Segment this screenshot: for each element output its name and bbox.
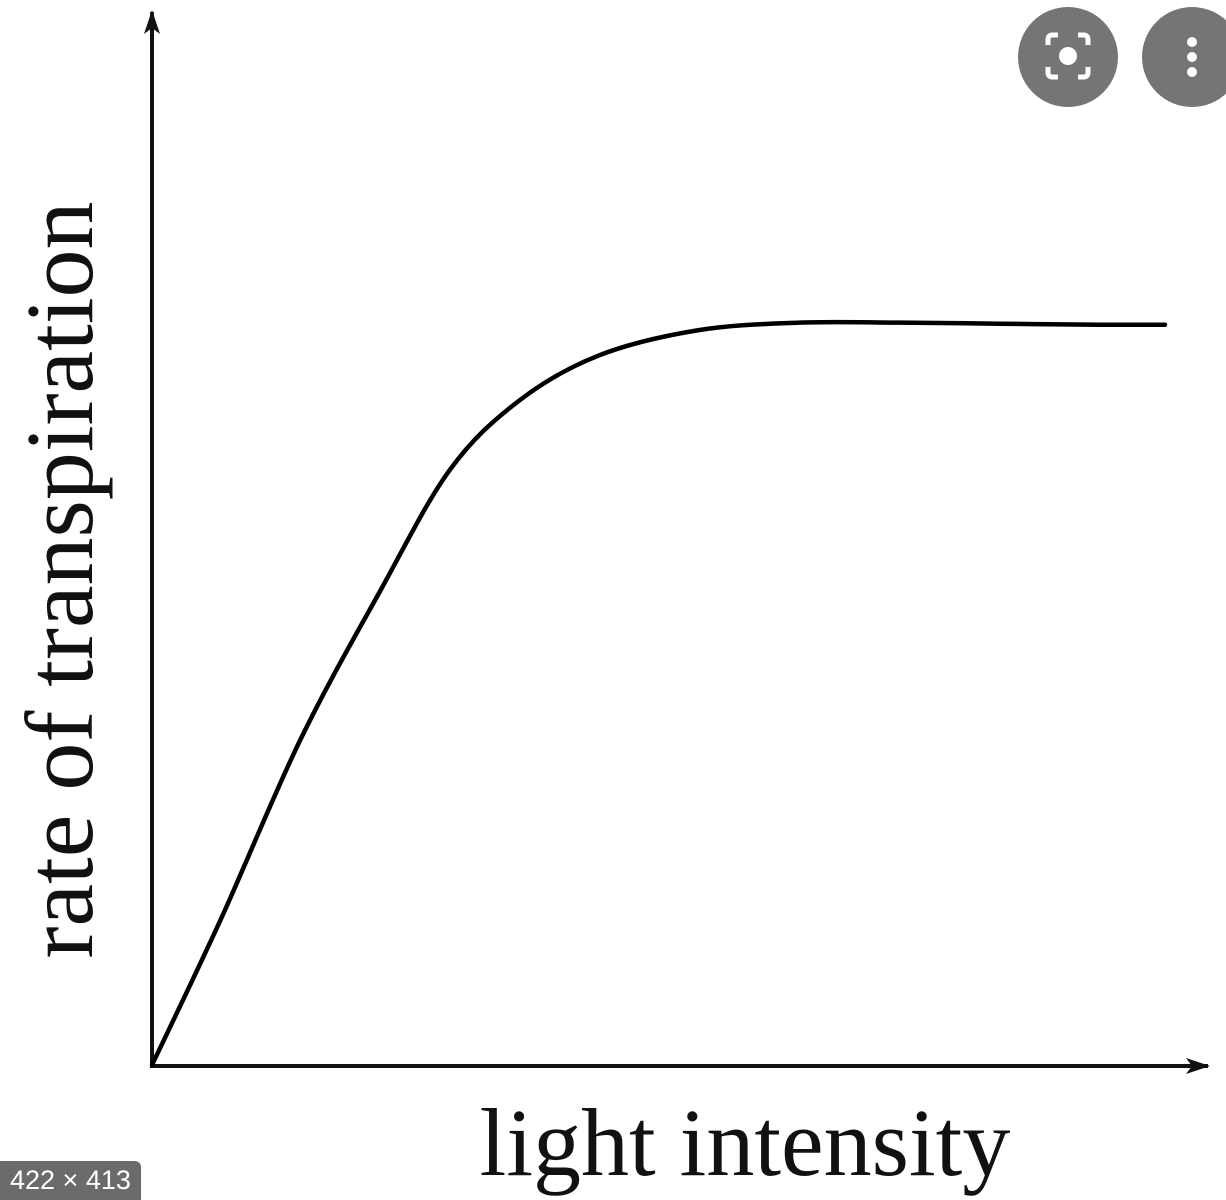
line: [149, 319, 1168, 1068]
lens-icon: [1045, 32, 1091, 80]
x-axis-label: light intensity: [480, 1089, 1011, 1196]
lens-button[interactable]: [1018, 7, 1118, 107]
y-axis-label: rate of transpiration: [6, 201, 113, 958]
more-button[interactable]: [1142, 7, 1226, 107]
more-icon: [1187, 37, 1197, 77]
size-badge: 422 × 413: [0, 1161, 141, 1200]
